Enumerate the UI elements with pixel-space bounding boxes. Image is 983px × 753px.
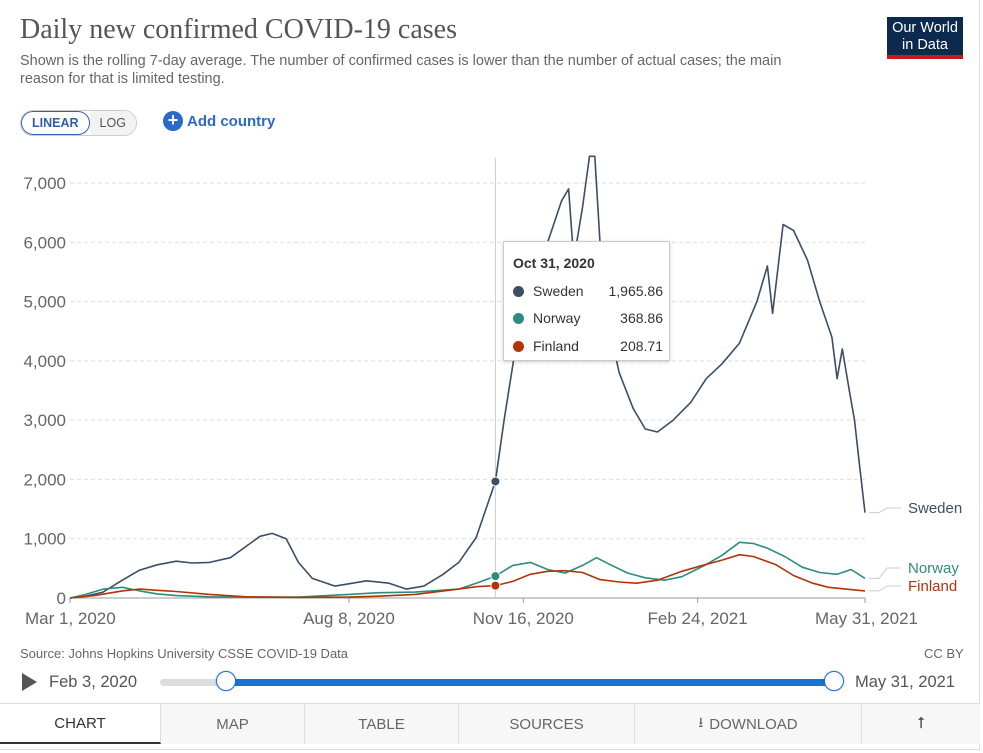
x-tick-label: May 31, 2021 xyxy=(815,609,918,628)
logo-line-2: in Data xyxy=(902,37,948,53)
series-line-sweden xyxy=(69,155,866,599)
y-tick-label: 5,000 xyxy=(23,293,66,312)
tooltip-value-finland: 208.71 xyxy=(620,338,663,354)
x-axis-tick-labels: Mar 1, 2020 Aug 8, 2020 Nov 16, 2020 Feb 24… xyxy=(25,598,918,628)
tooltip-dot-norway xyxy=(513,313,524,324)
tab-download-label: DOWNLOAD xyxy=(709,715,798,733)
y-tick-label: 0 xyxy=(57,589,66,608)
owid-logo[interactable]: Our World in Data xyxy=(887,17,963,59)
tooltip-name-norway: Norway xyxy=(533,310,581,326)
hover-marker-finland xyxy=(490,580,501,591)
series-lines xyxy=(69,155,866,599)
download-icon: ⭳ xyxy=(698,714,704,730)
tooltip-row-sweden: Sweden 1,965.86 xyxy=(513,283,663,301)
tab-table[interactable]: TABLE xyxy=(305,704,459,744)
source-note[interactable]: Source: Johns Hopkins University CSSE CO… xyxy=(20,646,349,661)
end-label-finland: Finland xyxy=(908,578,957,595)
hover-markers xyxy=(490,476,501,591)
y-tick-label: 2,000 xyxy=(23,470,66,489)
hover-tooltip: Oct 31, 2020 Sweden 1,965.86 Norway 368.… xyxy=(503,241,670,361)
y-tick-label: 4,000 xyxy=(23,352,66,371)
share-icon: ⭡ xyxy=(917,715,925,732)
hover-marker-sweden xyxy=(490,476,501,487)
timeline-start-handle[interactable] xyxy=(215,671,236,691)
play-icon[interactable] xyxy=(22,673,37,691)
end-label-connector-finland xyxy=(869,585,901,592)
tooltip-date: Oct 31, 2020 xyxy=(513,255,595,271)
timeline-end-handle[interactable] xyxy=(824,671,844,691)
add-country-label: Add country xyxy=(187,112,276,130)
chart-title: Daily new confirmed COVID-19 cases xyxy=(20,14,457,45)
share-button[interactable]: ⭡ xyxy=(862,704,980,744)
license-link[interactable]: CC BY xyxy=(924,646,964,661)
timeline-selected-range xyxy=(225,679,834,686)
tooltip-dot-finland xyxy=(513,341,524,352)
grid-lines xyxy=(70,182,865,599)
x-tick-label: Mar 1, 2020 xyxy=(25,609,116,628)
timeline-start-label: Feb 3, 2020 xyxy=(49,673,138,691)
y-axis-tick-labels: 0 1,000 2,000 3,000 4,000 5,000 6,000 7,000 xyxy=(23,174,66,608)
plus-circle-icon: + xyxy=(163,111,183,131)
scale-toggle: LINEAR LOG xyxy=(20,110,137,136)
add-country-button[interactable]: + Add country xyxy=(163,111,275,131)
linear-scale-button[interactable]: LINEAR xyxy=(21,111,90,135)
log-scale-button[interactable]: LOG xyxy=(89,111,136,135)
x-tick-label: Feb 24, 2021 xyxy=(648,609,748,628)
end-label-connector-norway xyxy=(869,567,901,579)
end-label-norway: Norway xyxy=(908,560,959,577)
y-tick-label: 3,000 xyxy=(23,411,66,430)
logo-red-bar xyxy=(887,55,963,59)
y-tick-label: 7,000 xyxy=(23,174,66,193)
chart-subtitle: Shown is the rolling 7-day average. The … xyxy=(20,53,782,87)
end-label-sweden: Sweden xyxy=(908,500,962,517)
tab-map[interactable]: MAP xyxy=(161,704,305,744)
y-tick-label: 1,000 xyxy=(23,530,66,549)
tooltip-row-finland: Finland 208.71 xyxy=(513,338,663,356)
tab-download[interactable]: ⭳ DOWNLOAD xyxy=(635,704,862,744)
tooltip-name-sweden: Sweden xyxy=(533,283,584,299)
hover-marker-norway xyxy=(490,571,501,582)
bottom-tab-bar: CHART MAP TABLE SOURCES ⭳ DOWNLOAD ⭡ xyxy=(0,703,980,744)
tooltip-value-norway: 368.86 xyxy=(620,310,663,326)
end-label-connector-sweden xyxy=(869,507,901,514)
x-tick-label: Aug 8, 2020 xyxy=(303,609,395,628)
tab-sources[interactable]: SOURCES xyxy=(459,704,635,744)
series-line-finland xyxy=(69,553,866,599)
tooltip-dot-sweden xyxy=(513,286,524,297)
x-tick-label: Nov 16, 2020 xyxy=(473,609,574,628)
tab-chart[interactable]: CHART xyxy=(0,704,161,744)
line-chart[interactable]: 0 1,000 2,000 3,000 4,000 5,000 6,000 7,000 Mar… xyxy=(0,140,983,630)
timeline-end-label: May 31, 2021 xyxy=(855,673,955,691)
logo-line-1: Our World xyxy=(892,20,958,36)
tooltip-row-norway: Norway 368.86 xyxy=(513,310,663,328)
tooltip-value-sweden: 1,965.86 xyxy=(608,283,664,299)
y-tick-label: 6,000 xyxy=(23,233,66,252)
tooltip-name-finland: Finland xyxy=(533,338,579,354)
